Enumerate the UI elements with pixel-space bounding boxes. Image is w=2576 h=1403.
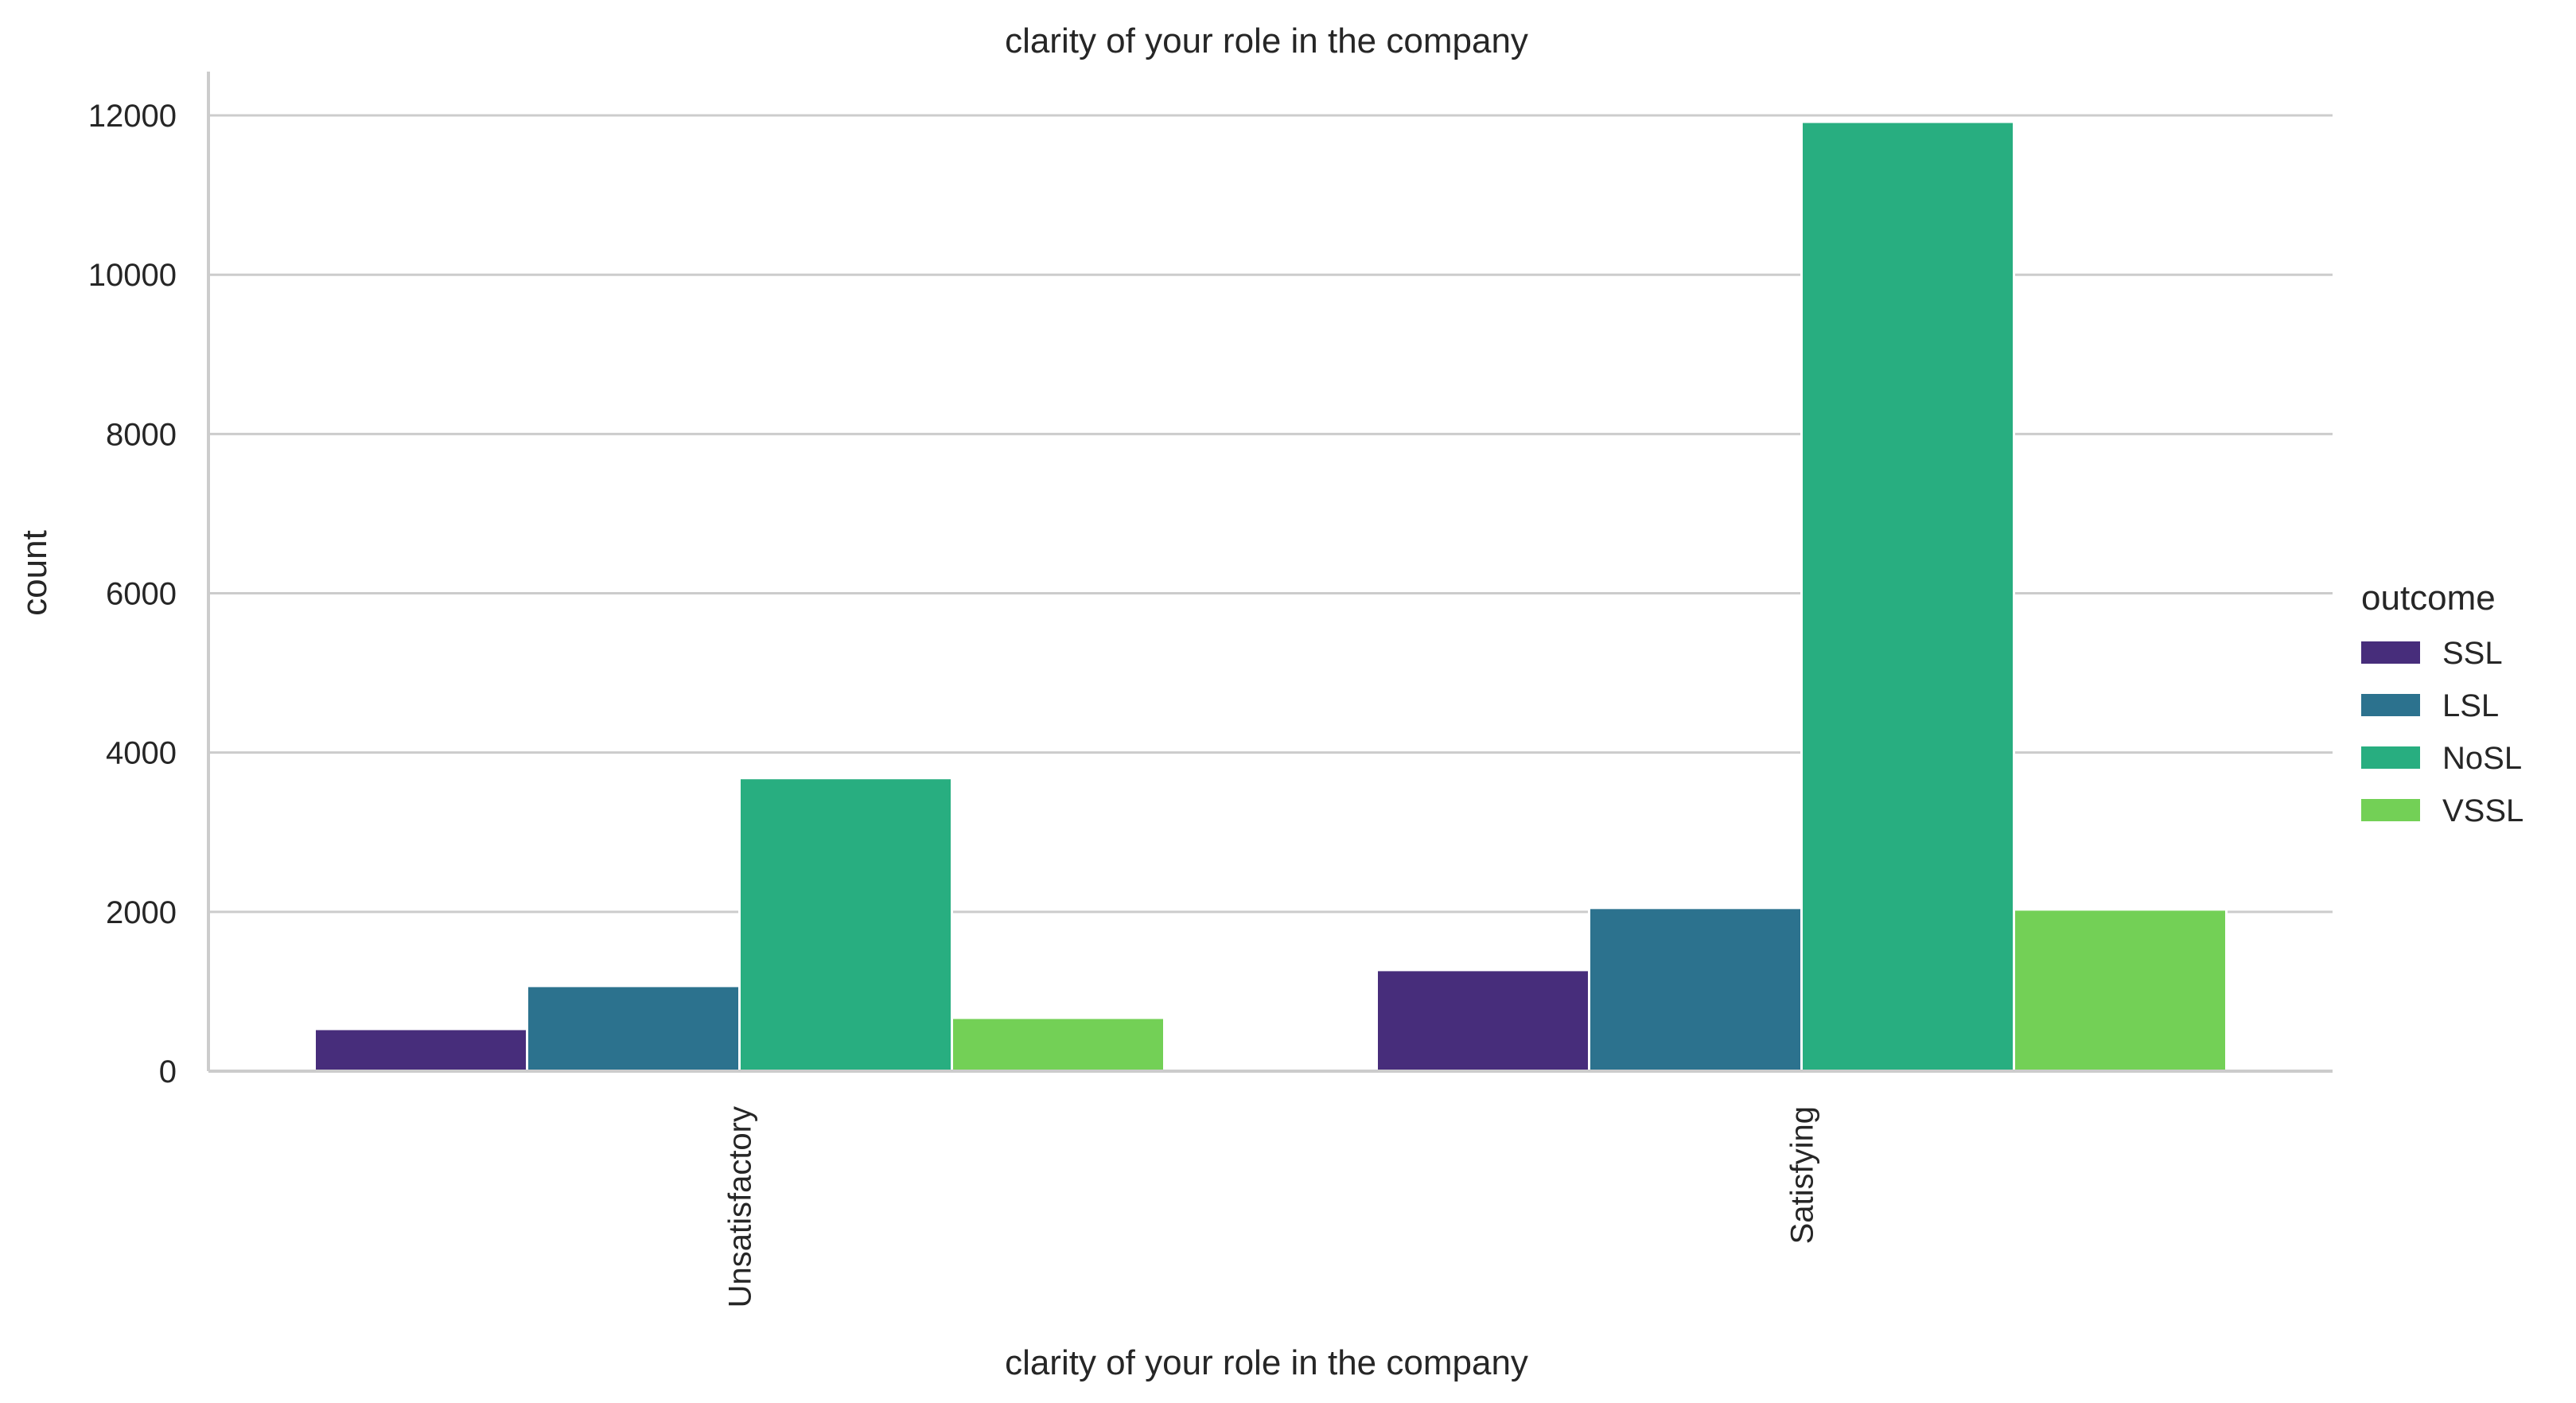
legend-swatch-VSSL — [2361, 799, 2420, 821]
y-tick-labels: 0 2000 4000 6000 8000 10000 12000 — [88, 99, 177, 1089]
y-tick-label: 12000 — [88, 99, 177, 134]
chart-title: clarity of your role in the company — [1005, 21, 1528, 60]
x-tick-labels: Unsatisfactory Satisfying — [723, 1106, 1820, 1308]
y-tick-label: 4000 — [106, 736, 177, 771]
legend: outcome SSL LSL NoSL VSSL — [2361, 579, 2523, 828]
bar-NoSL-Unsatisfactory — [738, 777, 953, 1073]
y-tick-label: 6000 — [106, 577, 177, 612]
y-tick-label: 10000 — [88, 258, 177, 293]
bar-LSL-Unsatisfactory — [526, 984, 741, 1073]
legend-swatch-NoSL — [2361, 746, 2420, 769]
bars — [313, 120, 2228, 1073]
legend-swatch-LSL — [2361, 694, 2420, 716]
y-tick-label: 8000 — [106, 417, 177, 452]
bar-LSL-Satisfying — [1588, 906, 1803, 1073]
legend-swatch-SSL — [2361, 641, 2420, 664]
y-tick-label: 0 — [159, 1054, 177, 1089]
legend-label-VSSL: VSSL — [2442, 793, 2523, 828]
legend-label-LSL: LSL — [2442, 688, 2499, 723]
legend-title: outcome — [2361, 579, 2496, 618]
y-tick-label: 2000 — [106, 895, 177, 930]
y-axis-label: count — [15, 530, 54, 616]
bar-SSL-Satisfying — [1376, 968, 1590, 1073]
legend-label-SSL: SSL — [2442, 636, 2503, 671]
bar-SSL-Unsatisfactory — [313, 1027, 528, 1073]
legend-label-NoSL: NoSL — [2442, 741, 2522, 776]
bar-NoSL-Satisfying — [1800, 120, 2015, 1073]
bar-VSSL-Satisfying — [2013, 908, 2228, 1073]
bar-VSSL-Unsatisfactory — [951, 1016, 1165, 1073]
gridlines — [208, 114, 2333, 1073]
x-axis-label: clarity of your role in the company — [1005, 1343, 1528, 1382]
x-tick-label: Unsatisfactory — [723, 1106, 758, 1308]
axes — [207, 72, 2333, 1073]
x-tick-label: Satisfying — [1785, 1106, 1820, 1244]
